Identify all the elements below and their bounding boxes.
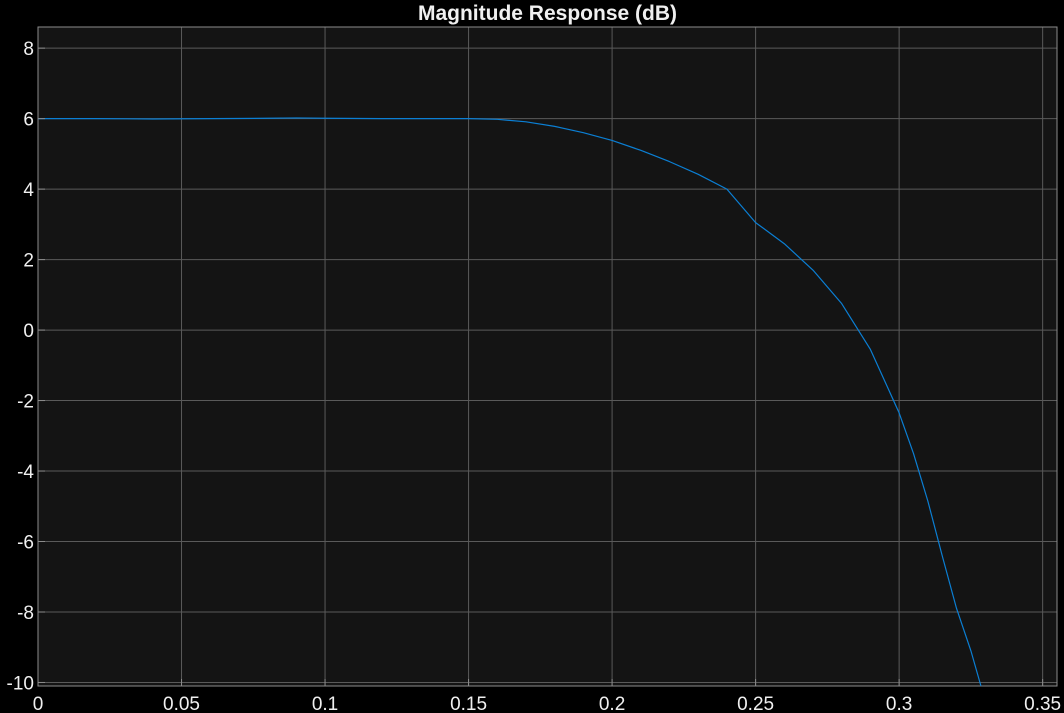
y-tick-label: 8	[23, 39, 34, 60]
x-tick-label: 0	[33, 694, 44, 713]
y-tick-label: -4	[17, 462, 34, 483]
y-tick-label: 4	[23, 180, 34, 201]
y-tick-label: -10	[7, 673, 34, 694]
x-tick-label: 0.3	[886, 694, 912, 713]
magnitude-response-line	[38, 117, 982, 687]
y-tick-label: -6	[17, 533, 34, 554]
x-tick-label: 0.1	[312, 694, 338, 713]
x-tick-label: 0.05	[163, 694, 200, 713]
x-tick-label: 0.2	[599, 694, 625, 713]
x-tick-label: 0.15	[450, 694, 487, 713]
chart-title: Magnitude Response (dB)	[418, 2, 677, 25]
y-tick-label: -8	[17, 603, 34, 624]
x-axis-ticks: 0 0.05 0.1 0.15 0.2 0.25 0.3 0.35	[33, 679, 1061, 713]
y-tick-label: 2	[23, 251, 34, 272]
axes-frame	[37, 26, 1058, 687]
y-tick-label: 0	[23, 321, 34, 342]
y-tick-label: 6	[23, 110, 34, 131]
plot-area	[38, 27, 1057, 686]
series-layer	[38, 117, 982, 687]
y-tick-label: -2	[17, 392, 34, 413]
x-tick-label: 0.25	[737, 694, 774, 713]
x-tick-label: 0.35	[1024, 694, 1061, 713]
grid	[38, 27, 1057, 686]
y-axis-ticks: 8 6 4 2 0 -2 -4 -6 -8 -10	[7, 39, 45, 694]
